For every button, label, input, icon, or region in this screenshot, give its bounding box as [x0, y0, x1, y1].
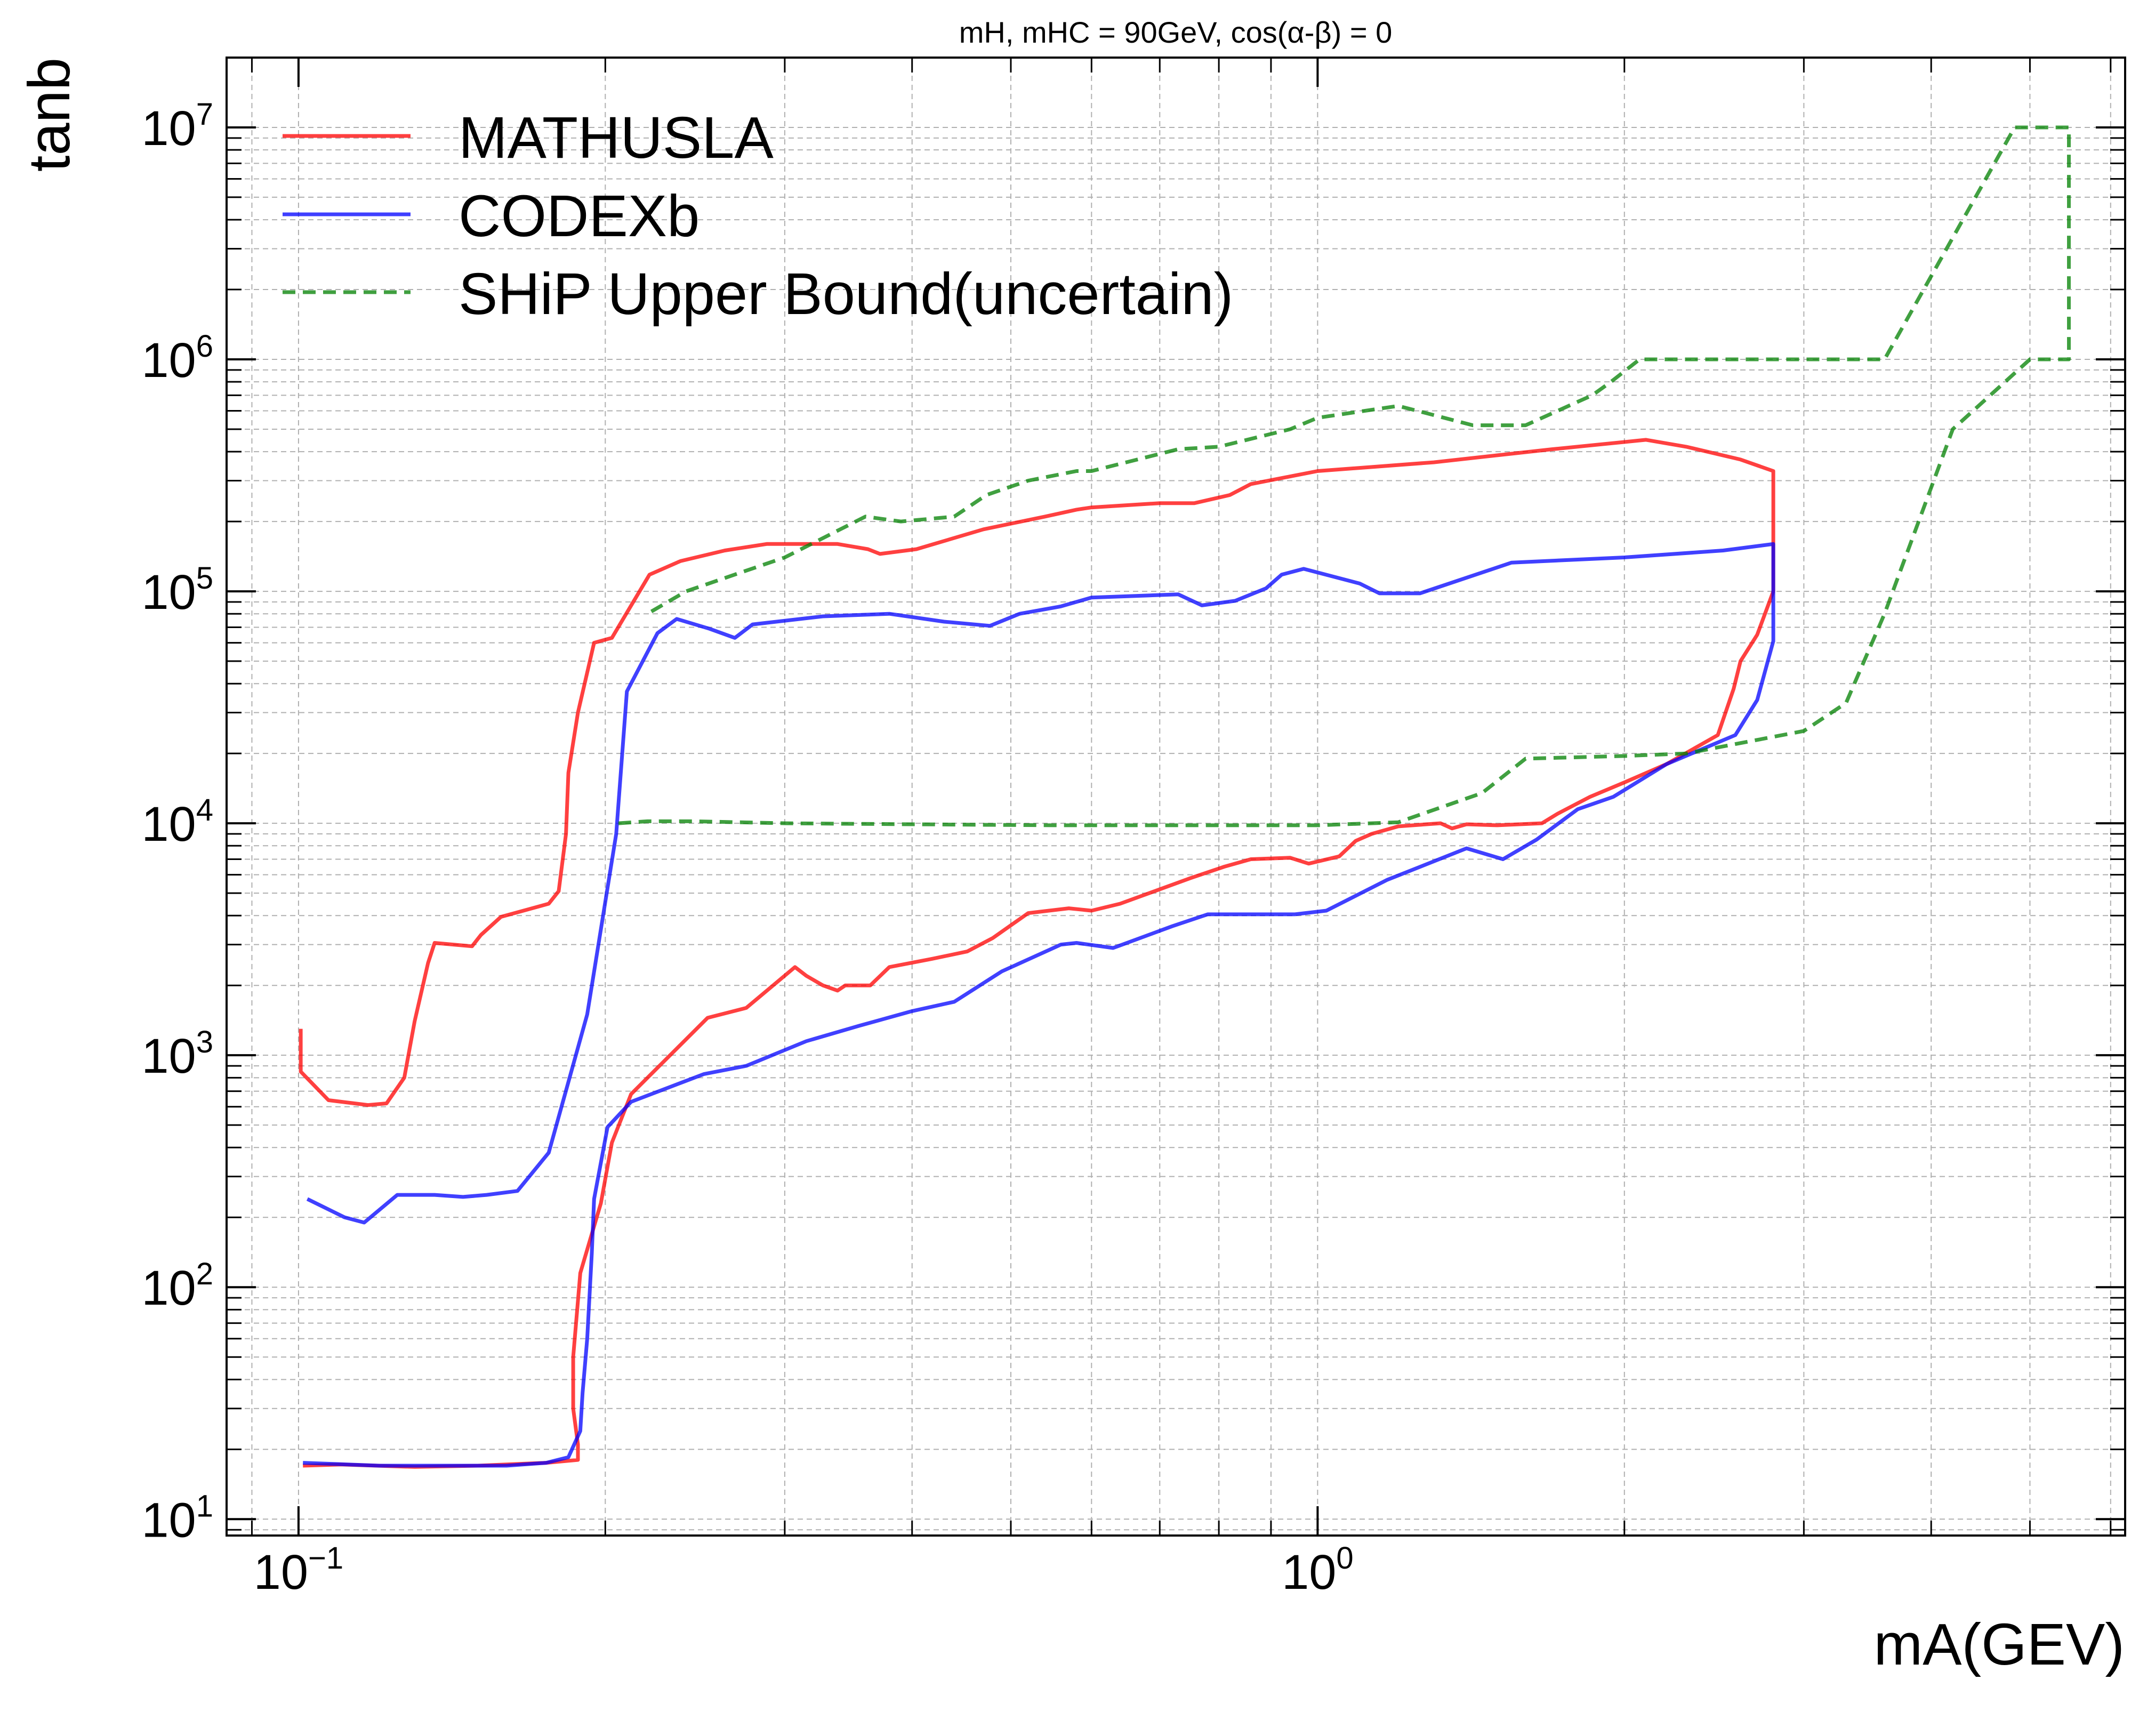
series-layer: [299, 125, 2071, 1469]
y-tick-label: 103: [141, 1025, 213, 1083]
x-tick-label: 10−1: [254, 1541, 343, 1600]
y-tick-label: 106: [141, 329, 213, 388]
legend-label-codexb: CODEXb: [459, 183, 699, 249]
legend-label-ship: SHiP Upper Bound(uncertain): [459, 261, 1233, 327]
grid-lines: [227, 57, 2125, 1536]
y-tick-label: 101: [141, 1489, 213, 1547]
plot-frame: [226, 57, 2126, 1537]
series-line-mathusla: [299, 438, 1775, 1469]
x-axis-label: mA(GEV): [1873, 1612, 2125, 1677]
x-tick-label: 100: [1282, 1541, 1354, 1600]
y-axis-label: tanb: [17, 58, 82, 172]
tick-labels: 10−1 100 101 102 103 104 105 106 107: [141, 97, 1353, 1600]
chart-title: mH, mHC = 90GeV, cos(α-β) = 0: [959, 15, 1393, 49]
legend-label-mathusla: MATHUSLA: [459, 105, 774, 171]
series-line-codexb: [303, 542, 1775, 1468]
y-tick-label: 105: [141, 561, 213, 620]
y-tick-label: 102: [141, 1257, 213, 1315]
y-tick-label: 107: [141, 97, 213, 156]
series-line-ship-upper-bound-uncertain: [618, 125, 2071, 827]
y-tick-label: 104: [141, 793, 213, 851]
legend: MATHUSLA CODEXb SHiP Upper Bound(uncerta…: [283, 105, 1233, 327]
